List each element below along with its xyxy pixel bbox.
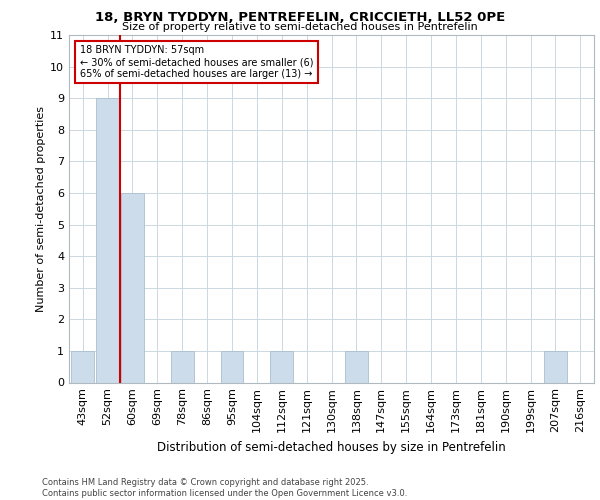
Bar	[171, 351, 194, 382]
Text: Contains HM Land Registry data © Crown copyright and database right 2025.
Contai: Contains HM Land Registry data © Crown c…	[42, 478, 407, 498]
Text: 18 BRYN TYDDYN: 57sqm
← 30% of semi-detached houses are smaller (6)
65% of semi-: 18 BRYN TYDDYN: 57sqm ← 30% of semi-deta…	[79, 46, 313, 78]
Bar	[121, 193, 144, 382]
X-axis label: Distribution of semi-detached houses by size in Pentrefelin: Distribution of semi-detached houses by …	[157, 440, 506, 454]
Bar	[345, 351, 368, 382]
Bar	[96, 98, 119, 382]
Bar	[544, 351, 567, 382]
Bar	[270, 351, 293, 382]
Bar	[71, 351, 94, 382]
Y-axis label: Number of semi-detached properties: Number of semi-detached properties	[36, 106, 46, 312]
Text: Size of property relative to semi-detached houses in Pentrefelin: Size of property relative to semi-detach…	[122, 22, 478, 32]
Bar	[221, 351, 244, 382]
Text: 18, BRYN TYDDYN, PENTREFELIN, CRICCIETH, LL52 0PE: 18, BRYN TYDDYN, PENTREFELIN, CRICCIETH,…	[95, 11, 505, 24]
